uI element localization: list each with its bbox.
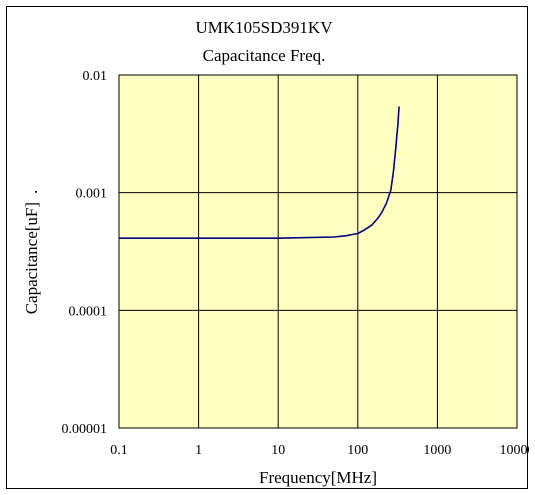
plot-area [118, 74, 518, 429]
x-tick-label: 100 [347, 443, 368, 458]
grid-layer [119, 75, 517, 428]
y-tick-label: 0.01 [83, 69, 108, 84]
chart-subtitle: Capacitance Freq. [203, 46, 326, 65]
capacitance-chart: UMK105SD391KV Capacitance Freq. 0.1 1 10 10… [22, 18, 535, 487]
chart-frame: UMK105SD391KV Capacitance Freq. 0.1 1 10 10… [6, 6, 535, 489]
y-axis-label-text: Capacitance[uF] [22, 202, 41, 314]
y-tick-label: 0.0001 [69, 304, 108, 319]
y-tick-label: 0.001 [76, 187, 108, 202]
x-axis-label: Frequency[MHz] [259, 468, 377, 487]
x-tick-label: 1000 [423, 443, 451, 458]
series-layer [119, 106, 400, 239]
x-tick-label: 10 [271, 443, 285, 458]
y-axis-label-group: Capacitance[uF]. [22, 190, 41, 315]
y-axis-label-suffix: . [22, 190, 41, 194]
chart-title: UMK105SD391KV [196, 18, 334, 37]
y-axis-label: Capacitance[uF]. [22, 190, 41, 315]
x-tick-label: 0.1 [110, 443, 128, 458]
x-tick-label: 1 [195, 443, 202, 458]
y-tick-label: 0.00001 [62, 422, 108, 437]
capacitance-line [119, 106, 400, 239]
